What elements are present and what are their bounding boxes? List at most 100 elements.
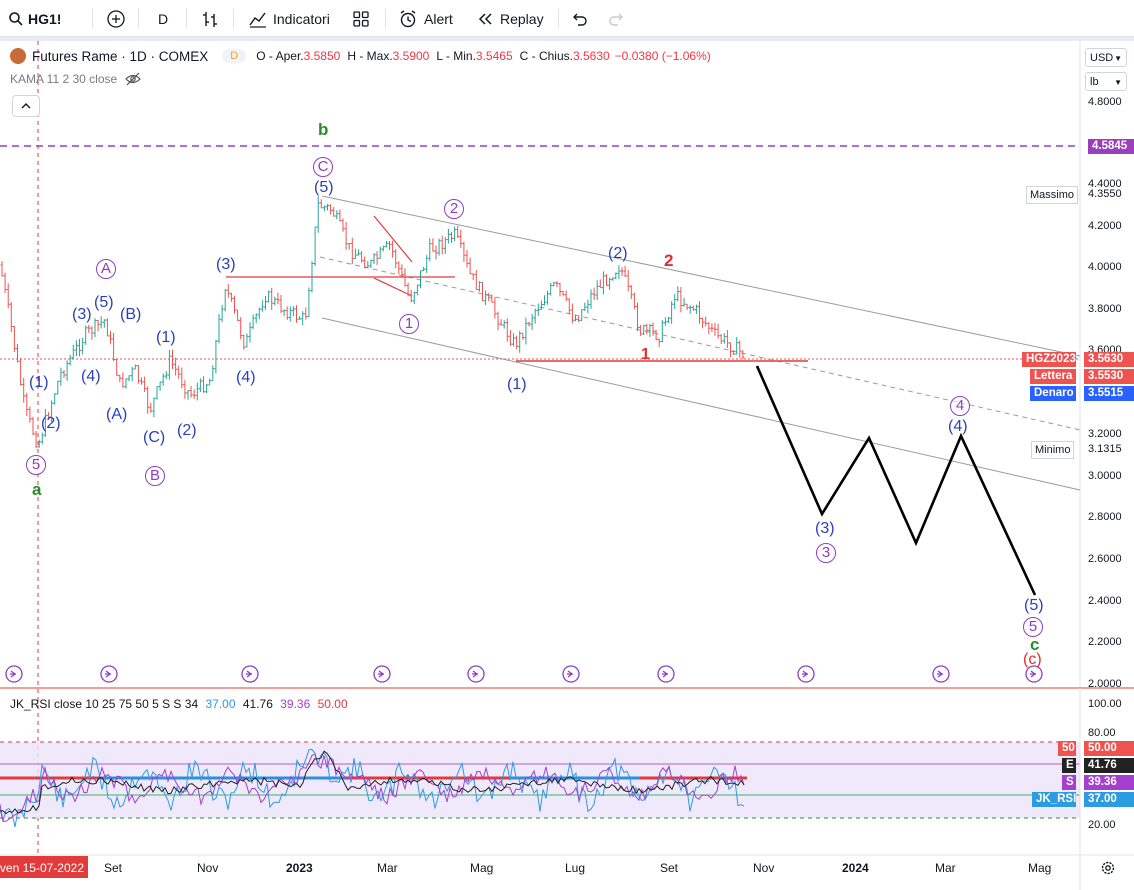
channel-upper-line[interactable] (321, 195, 1081, 357)
chevron-down-icon: ▼ (1114, 54, 1122, 63)
toolbar-divider (0, 37, 1134, 41)
compare-button[interactable] (106, 0, 126, 37)
time-label: Set (104, 861, 123, 875)
crosshair-date-text: ven 15-07-2022 (0, 861, 84, 875)
resistance-price-tag: 4.5845 (1088, 139, 1134, 154)
grid-icon (353, 10, 369, 27)
close-value: 3.5630 (572, 49, 610, 63)
ask-tag-value: 3.5530 (1084, 369, 1134, 384)
indicators-button[interactable]: Indicatori (248, 0, 330, 37)
redo-button[interactable] (608, 0, 626, 37)
high-value: 4.3550 (1088, 188, 1122, 200)
undo-icon (573, 13, 587, 26)
rsi-value-4: 50.00 (317, 697, 348, 711)
time-label: 2023 (286, 861, 313, 875)
price-tick: 4.8000 (1088, 96, 1122, 108)
interval-button[interactable]: D (158, 10, 169, 27)
rsi-50-value: 50.00 (1084, 741, 1134, 756)
price-tick: 2.4000 (1088, 595, 1122, 607)
price-tick: 2.2000 (1088, 636, 1122, 648)
rsi-value-2: 41.76 (242, 697, 273, 711)
price-tick: 2.6000 (1088, 553, 1122, 565)
alarm-clock-icon (400, 9, 416, 27)
bid-tag-value: 3.5515 (1084, 386, 1134, 401)
time-label: Mag (470, 861, 494, 875)
price-tick: 2.8000 (1088, 511, 1122, 523)
indicators-icon (249, 12, 266, 28)
rsi-value-1: 37.00 (205, 697, 236, 711)
symbol-search-button[interactable]: HG1! (8, 0, 61, 37)
low-value: 3.1315 (1088, 443, 1122, 455)
candles (0, 196, 745, 449)
time-markers (5, 665, 1043, 683)
rsi-slow-line (0, 750, 745, 815)
settings-button[interactable] (1100, 860, 1116, 881)
chart-title[interactable]: Futures Rame · 1D · COMEX (32, 48, 209, 64)
plus-circle-icon (107, 9, 125, 28)
time-label: Lug (565, 861, 586, 875)
price-chart[interactable] (0, 41, 1134, 890)
rsi-jk-label: JK_RSI (1032, 792, 1076, 807)
chart-legend: Futures Rame · 1D · COMEX D O - Aper. 3.5… (10, 48, 711, 64)
unit-dropdown[interactable]: lb ▼ (1085, 72, 1127, 91)
high-value: 3.5900 (392, 49, 430, 63)
rsi-indicator-name[interactable]: JK_RSI close 10 25 75 50 5 S S 34 (10, 697, 199, 711)
rsi-e-value: 41.76 (1084, 758, 1134, 773)
rsi-s-label: S (1062, 775, 1076, 790)
chevron-up-icon (21, 103, 31, 109)
rsi-jk-value: 37.00 (1084, 792, 1134, 807)
replay-label: Replay (500, 10, 544, 27)
rsi-tick: 20.00 (1088, 819, 1116, 831)
eye-hidden-icon[interactable] (125, 72, 142, 86)
chevron-down-icon: ▼ (1114, 78, 1122, 87)
rsi-line (0, 748, 745, 828)
wave3-diag-2[interactable] (373, 277, 413, 297)
undo-button[interactable] (570, 0, 588, 37)
open-value: 3.5850 (303, 49, 341, 63)
symbol-label: HG1! (28, 10, 62, 27)
rsi-band (0, 742, 1080, 818)
unit-label: lb (1090, 76, 1099, 88)
bid-tag-label: Denaro (1030, 386, 1076, 401)
search-icon (9, 11, 23, 26)
price-tick: 4.0000 (1088, 261, 1122, 273)
time-label: Mag (1028, 861, 1052, 875)
alert-button[interactable]: Alert (398, 0, 453, 37)
kama-legend: KAMA 11 2 30 close (10, 72, 142, 86)
crosshair-date-tag: ven 15-07-2022 (0, 856, 88, 878)
wave3-diag-1[interactable] (373, 215, 413, 263)
channel-lower-line[interactable] (321, 317, 1081, 491)
currency-dropdown[interactable]: USD ▼ (1085, 48, 1127, 67)
time-label: Nov (197, 861, 219, 875)
chart-type-button[interactable] (200, 0, 220, 37)
symbol-tag-label: HGZ2023 (1022, 352, 1076, 367)
price-tick: 3.2000 (1088, 428, 1122, 440)
replay-button[interactable]: Replay (476, 0, 544, 37)
low-value: 3.5465 (475, 49, 513, 63)
open-label: O - Aper. (256, 49, 304, 63)
kama-indicator-label[interactable]: KAMA 11 2 30 close (10, 72, 118, 86)
price-tick: 4.4000 (1088, 178, 1122, 190)
indicators-label: Indicatori (273, 10, 330, 27)
projection-path[interactable] (755, 365, 1037, 596)
rsi-s-value: 39.36 (1084, 775, 1134, 790)
time-label: Set (660, 861, 679, 875)
price-tick: 4.2000 (1088, 220, 1122, 232)
price-tick: 3.0000 (1088, 470, 1122, 482)
collapse-legend-button[interactable] (12, 95, 40, 117)
change-value: −0.0380 (−1.06%) (614, 49, 711, 63)
templates-button[interactable] (352, 0, 370, 37)
top-toolbar: HG1! D Indicatori Alert Replay (0, 0, 1134, 37)
high-label: H - Max. (347, 49, 393, 63)
time-label: Mar (377, 861, 398, 875)
low-label: L - Min. (436, 49, 476, 63)
rsi-50-label: 50 (1058, 741, 1076, 756)
rewind-icon (478, 12, 492, 25)
rsi-e-label: E (1062, 758, 1076, 773)
close-label: C - Chius. (519, 49, 573, 63)
high-label-box: Massimo (1026, 186, 1079, 204)
low-label-box: Minimo (1031, 441, 1075, 459)
rsi-signal-line (0, 753, 745, 822)
gear-icon (1101, 861, 1115, 875)
time-label: Mar (935, 861, 956, 875)
